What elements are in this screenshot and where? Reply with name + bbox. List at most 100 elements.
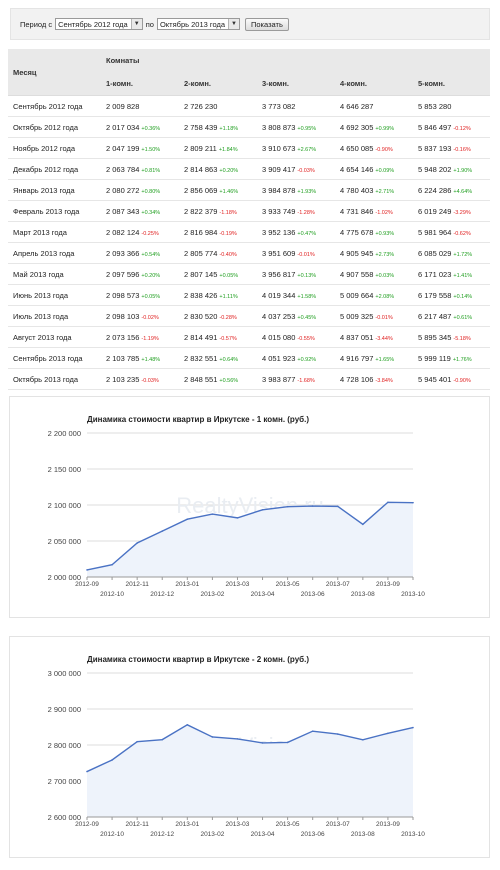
price-cell: 2 097 596 +0.20%	[106, 263, 184, 285]
price-cell: 2 103 235 -0.03%	[106, 368, 184, 390]
price-value: 4 731 846	[340, 206, 374, 216]
price-cell: 2 814 491 -0.57%	[184, 326, 262, 348]
price-change: +0.45%	[297, 314, 317, 321]
data-point	[236, 517, 239, 519]
price-cell: 4 019 344 +1.58%	[262, 284, 340, 306]
x-tick-label: 2013-04	[251, 591, 275, 598]
month-cell: Сентябрь 2012 года	[8, 95, 106, 117]
y-tick-label: 2 700 000	[48, 777, 81, 786]
month-cell: Август 2013 года	[8, 326, 106, 348]
price-value: 4 037 253	[262, 311, 296, 321]
x-tick-label: 2013-10	[401, 831, 425, 838]
price-change: -5.18%	[453, 335, 471, 342]
price-cell: 5 009 664 +2.08%	[340, 284, 418, 306]
price-change: -1.28%	[297, 209, 315, 216]
price-change: +1.65%	[375, 356, 395, 363]
price-value: 5 009 325	[340, 311, 374, 321]
price-value: 2 805 774	[184, 248, 218, 258]
price-change: +0.13%	[297, 272, 317, 279]
price-value: 4 692 305	[340, 122, 374, 132]
price-value: 5 981 964	[418, 227, 452, 237]
x-tick-label: 2013-04	[251, 831, 275, 838]
price-value: 2 103 235	[106, 374, 140, 384]
price-cell: 4 692 305 +0.99%	[340, 116, 418, 138]
chart-card-1-room: Динамика стоимости квартир в Иркутске - …	[9, 396, 490, 618]
price-change: +0.14%	[453, 293, 473, 300]
price-value: 4 019 344	[262, 290, 296, 300]
show-button[interactable]: Показать	[245, 17, 289, 31]
price-value: 2 814 491	[184, 332, 218, 342]
price-change: +4.64%	[453, 188, 473, 195]
price-cell: 6 019 249 -3.29%	[418, 200, 490, 222]
price-value: 2 098 573	[106, 290, 140, 300]
period-from-value: Сентябрь 2012 года	[58, 19, 128, 29]
price-value: 4 907 558	[340, 269, 374, 279]
data-point	[387, 732, 389, 735]
price-cell: 5 945 401 -0.90%	[418, 368, 490, 390]
table-row: Март 2013 года 2 082 124 -0.25% 2 816 984 -0…	[8, 221, 490, 243]
data-point	[261, 508, 264, 511]
price-change: -1.19%	[141, 335, 159, 342]
price-value: 2 758 439	[184, 122, 218, 132]
series-line	[86, 724, 414, 773]
price-value: 2 080 272	[106, 185, 140, 195]
x-tick-label: 2013-02	[200, 591, 224, 598]
price-cell: 2 009 828	[106, 95, 184, 117]
x-tick-label: 2012-11	[125, 821, 149, 828]
price-value: 3 983 877	[262, 374, 296, 384]
period-filter-bar: Период с Сентябрь 2012 года ▼ по Октябрь…	[10, 8, 490, 40]
table-row: Декабрь 2012 года 2 063 784 +0.81% 2 814 86…	[8, 158, 490, 180]
month-cell: Апрель 2013 года	[8, 242, 106, 264]
data-point	[261, 742, 264, 744]
price-value: 2 832 551	[184, 353, 218, 363]
price-cell: 2 080 272 +0.80%	[106, 179, 184, 201]
price-cell: 5 009 325 -0.01%	[340, 305, 418, 327]
price-change: +0.64%	[219, 356, 239, 363]
month-cell: Февраль 2013 года	[8, 200, 106, 222]
column-header-3-room: 3-комн.	[262, 71, 340, 97]
price-change: -0.28%	[219, 314, 237, 321]
price-change: +0.09%	[375, 167, 395, 174]
x-tick-label: 2013-05	[276, 581, 300, 588]
price-value: 4 646 287	[340, 101, 374, 111]
table-row: Август 2013 года 2 073 156 -1.19% 2 814 491…	[8, 326, 490, 348]
month-cell: Октябрь 2012 года	[8, 116, 106, 138]
price-change: -0.57%	[219, 335, 237, 342]
y-tick-label: 2 200 000	[48, 429, 81, 438]
price-value: 4 728 106	[340, 374, 374, 384]
x-tick-label: 2013-03	[226, 581, 250, 588]
price-cell: 2 098 103 -0.02%	[106, 305, 184, 327]
table-row: Июнь 2013 года 2 098 573 +0.05% 2 838 426 +1…	[8, 284, 490, 306]
price-cell: 2 063 784 +0.81%	[106, 158, 184, 180]
price-value: 2 093 366	[106, 248, 140, 258]
price-value: 2 814 863	[184, 164, 218, 174]
price-change: +0.05%	[141, 293, 161, 300]
price-value: 6 019 249	[418, 206, 452, 216]
price-change: -3.29%	[453, 209, 471, 216]
data-point	[161, 530, 164, 532]
price-cell: 2 103 785 +1.48%	[106, 347, 184, 369]
period-to-select[interactable]: Октябрь 2013 года ▼	[156, 18, 240, 30]
price-cell: 3 910 673 +2.67%	[262, 137, 340, 159]
y-tick-label: 2 600 000	[48, 813, 81, 822]
chevron-down-icon: ▼	[130, 19, 142, 29]
data-point	[412, 501, 414, 504]
price-change: +1.11%	[219, 293, 238, 300]
period-from-label: Период с	[20, 19, 53, 29]
price-value: 3 909 417	[262, 164, 296, 174]
price-cell: 4 837 051 -3.44%	[340, 326, 418, 348]
price-value: 2 063 784	[106, 164, 140, 174]
x-tick-label: 2012-10	[100, 591, 124, 598]
price-value: 2 047 199	[106, 143, 140, 153]
price-cell: 2 098 573 +0.05%	[106, 284, 184, 306]
price-change: +1.90%	[453, 167, 473, 174]
price-value: 5 846 497	[418, 122, 452, 132]
price-cell: 4 907 558 +0.03%	[340, 263, 418, 285]
data-point	[286, 505, 289, 508]
period-from-select[interactable]: Сентябрь 2012 года ▼	[55, 18, 143, 30]
price-change: +0.81%	[141, 167, 161, 174]
price-cell: 2 047 199 +1.50%	[106, 137, 184, 159]
data-point	[136, 542, 138, 544]
price-value: 5 999 119	[418, 353, 451, 363]
price-cell: 4 728 106 -3.84%	[340, 368, 418, 390]
